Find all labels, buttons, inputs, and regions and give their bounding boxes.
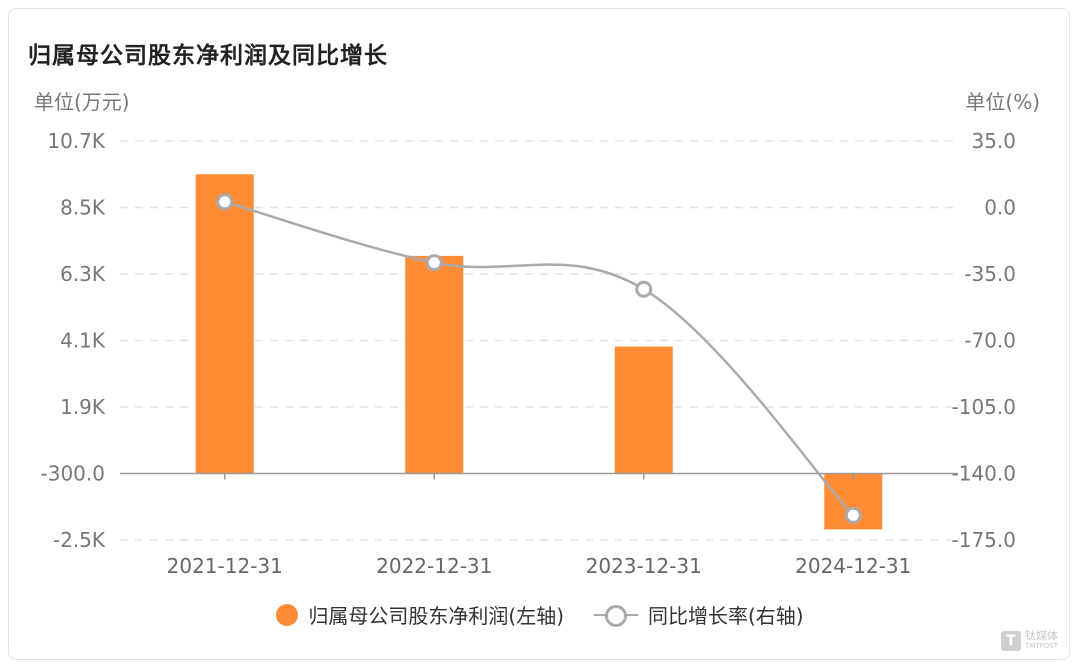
growth-line	[224, 200, 855, 517]
growth-point[interactable]	[216, 193, 234, 211]
growth-point[interactable]	[635, 280, 653, 298]
right-tick-label: 0.0	[984, 196, 1016, 220]
growth-point[interactable]	[425, 254, 443, 272]
legend-item-line[interactable]: 同比增长率(右轴)	[594, 600, 804, 629]
bar[interactable]	[614, 346, 673, 474]
watermark-name: 钛媒体	[1024, 629, 1058, 642]
watermark-sub: TMTPOST	[1024, 642, 1058, 650]
right-tick-label: -70.0	[964, 329, 1016, 353]
left-tick-label: -300.0	[41, 462, 105, 486]
right-tick-label: -105.0	[952, 395, 1016, 419]
left-tick-label: -2.5K	[53, 528, 106, 552]
legend-line-swatch	[594, 604, 638, 627]
growth-point[interactable]	[844, 506, 862, 524]
legend-item-bar[interactable]: 归属母公司股东净利润(左轴)	[276, 600, 564, 629]
right-tick-label: 35.0	[971, 129, 1016, 153]
watermark-logo-icon: T	[1000, 631, 1021, 651]
left-tick-label: 6.3K	[60, 262, 106, 286]
x-tick-label: 2022-12-31	[376, 554, 492, 578]
left-axis-unit: 单位(万元)	[34, 90, 130, 114]
x-tick-label: 2024-12-31	[795, 554, 911, 578]
watermark: T 钛媒体 TMTPOST	[1000, 629, 1058, 652]
left-tick-label: 4.1K	[60, 329, 106, 353]
x-tick-label: 2021-12-31	[167, 554, 283, 578]
chart-title: 归属母公司股东净利润及同比增长	[28, 43, 388, 69]
right-tick-label: -35.0	[964, 262, 1016, 286]
bar[interactable]	[405, 255, 464, 474]
left-tick-label: 8.5K	[60, 196, 106, 220]
legend-bar-swatch	[276, 603, 299, 626]
bar[interactable]	[195, 174, 254, 474]
left-tick-label: 10.7K	[47, 129, 106, 153]
x-tick-label: 2023-12-31	[586, 554, 702, 578]
legend-line-label: 同比增长率(右轴)	[648, 604, 804, 628]
right-axis-unit: 单位(%)	[965, 90, 1040, 114]
legend-bar-label: 归属母公司股东净利润(左轴)	[308, 604, 564, 628]
chart-card	[8, 8, 1070, 660]
legend: 归属母公司股东净利润(左轴) 同比增长率(右轴)	[0, 600, 1080, 629]
right-tick-label: -175.0	[952, 528, 1016, 552]
left-tick-label: 1.9K	[60, 395, 106, 419]
right-tick-label: -140.0	[952, 462, 1016, 486]
